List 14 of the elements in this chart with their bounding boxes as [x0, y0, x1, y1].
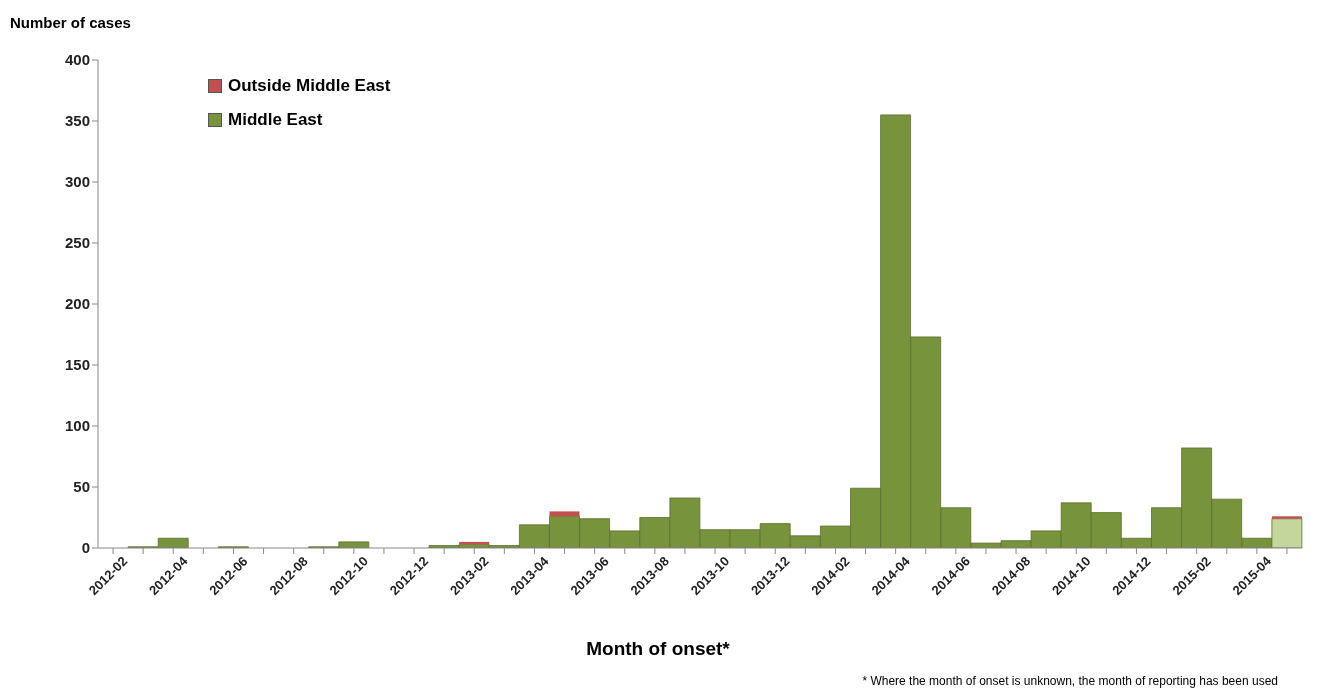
text: * Where the month of onset is unknown, the month of reporting has been used	[862, 674, 1278, 688]
legend-label: Middle East	[227, 110, 324, 130]
y-tick-label: 0	[81, 539, 90, 557]
x-axis-title: Month of onset*	[585, 638, 731, 660]
legend-label: Outside Middle East	[227, 76, 391, 96]
y-tick-label: 300	[64, 173, 90, 191]
y-axis-title: Number of cases	[10, 14, 131, 31]
y-tick-label: 200	[64, 295, 90, 313]
y-tick-label: 400	[64, 51, 90, 69]
y-tick-label: 250	[64, 234, 90, 252]
y-tick-label: 150	[64, 356, 90, 374]
y-tick-label: 50	[73, 478, 90, 496]
y-tick-label: 350	[64, 112, 90, 130]
y-tick-label: 100	[64, 417, 90, 435]
